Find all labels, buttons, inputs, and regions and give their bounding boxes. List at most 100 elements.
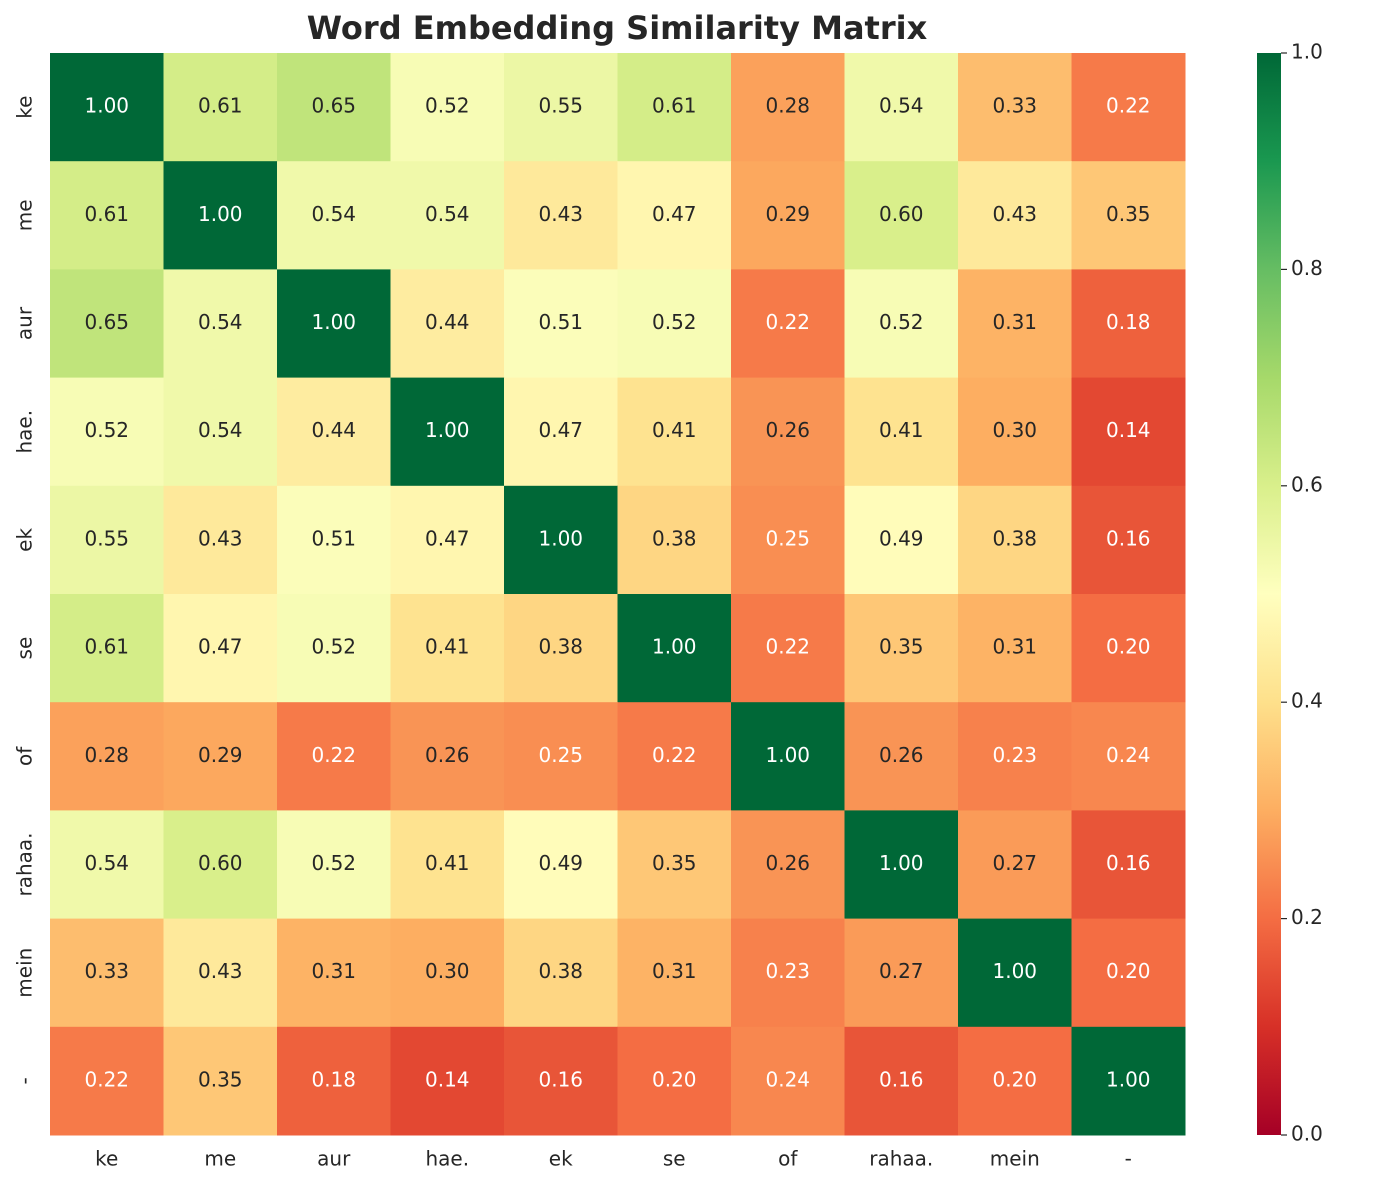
heatmap-cell [277,918,391,1028]
colorbar-tick-label: 0.8 [1291,256,1323,280]
heatmap-cell [617,269,732,379]
cell-label: 0.61 [84,202,129,226]
heatmap-cell [163,161,278,270]
cell-label: 0.38 [652,526,697,550]
x-tick-label: rahaa. [869,1147,933,1171]
cell-label: 0.28 [84,743,129,767]
cell-label: 1.00 [879,851,924,875]
x-tick-label: ek [549,1147,573,1171]
heatmap-cell [390,269,505,379]
heatmap-cell [844,1026,959,1136]
heatmap-cell [958,1026,1072,1136]
cell-label: 0.18 [311,1067,356,1091]
cell-label: 0.22 [84,1067,129,1091]
heatmap-cell [390,485,505,595]
heatmap-cell [504,269,618,379]
cell-label: 0.22 [1106,94,1151,118]
heatmap-cell [1071,918,1186,1028]
heatmap-cell [163,594,278,703]
cell-label: 0.41 [652,418,697,442]
cell-label: 0.26 [765,851,810,875]
cell-label: 0.38 [538,635,583,659]
cell-label: 0.54 [198,418,243,442]
cell-label: 0.20 [652,1067,697,1091]
cell-label: 0.20 [1106,959,1151,983]
heatmap-cell [50,485,164,595]
y-tick-label: ke [13,96,37,119]
heatmap-cell [731,918,845,1028]
heatmap-cell [163,53,278,162]
y-tick-label: mein [13,948,37,998]
heatmap-cell [163,269,278,379]
cell-label: 0.41 [425,851,470,875]
cell-label: 0.38 [538,959,583,983]
colorbar-tick-label: 0.6 [1291,472,1323,496]
heatmap-cell [277,269,391,379]
heatmap-cell [277,161,391,270]
heatmap-cell [390,810,505,920]
cell-label: 0.22 [311,743,356,767]
cell-label: 0.24 [1106,743,1151,767]
heatmap-cell [390,702,505,811]
cell-label: 0.41 [425,635,470,659]
cell-label: 0.38 [992,526,1037,550]
cell-label: 0.52 [879,310,924,334]
heatmap-cell [1071,594,1186,703]
heatmap-cell [277,810,391,920]
y-tick-label: hae. [13,410,37,454]
cell-label: 0.61 [198,94,243,118]
heatmap-cell [504,702,618,811]
cell-label: 0.16 [1106,851,1151,875]
heatmap-cell [844,269,959,379]
heatmap-cell [844,594,959,703]
heatmap-cell [958,161,1072,270]
heatmap-cell [617,702,732,811]
heatmap-cell [163,810,278,920]
heatmap-cell [1071,1026,1186,1136]
heatmap-cell [50,702,164,811]
cell-label: 0.61 [84,635,129,659]
heatmap-cell [617,161,732,270]
cell-label: 0.51 [538,310,583,334]
y-tick-label: of [13,746,37,766]
heatmap-cell [617,1026,732,1136]
y-tick-label: me [13,199,37,231]
heatmap-cell [390,377,505,487]
cell-label: 0.25 [538,743,583,767]
cell-label: 0.14 [425,1067,470,1091]
heatmap-cell [844,485,959,595]
heatmap-cell [504,1026,618,1136]
heatmap-cell [1071,485,1186,595]
heatmap-cell [1071,702,1186,811]
cell-label: 0.35 [879,635,924,659]
colorbar [1257,53,1281,1135]
cell-label: 0.54 [879,94,924,118]
x-tick-label: me [204,1147,236,1171]
cell-label: 0.52 [311,851,356,875]
cell-label: 1.00 [992,959,1037,983]
heatmap-cell [504,594,618,703]
cell-label: 0.22 [765,310,810,334]
heatmap-cell [731,269,845,379]
heatmap-cell [277,702,391,811]
cell-label: 0.14 [1106,418,1151,442]
cell-label: 0.44 [425,310,470,334]
heatmap-cell [50,1026,164,1136]
chart-title: Word Embedding Similarity Matrix [307,9,928,47]
cell-label: 0.35 [198,1067,243,1091]
cell-label: 1.00 [538,526,583,550]
y-tick-label: - [13,1077,37,1084]
heatmap-cell [958,377,1072,487]
cell-label: 0.31 [992,635,1037,659]
heatmap-cell [163,918,278,1028]
cell-label: 0.47 [652,202,697,226]
heatmap-cell [958,269,1072,379]
cell-label: 0.55 [538,94,583,118]
heatmap-cell [958,702,1072,811]
heatmap-cell [504,161,618,270]
cell-label: 0.16 [879,1067,924,1091]
heatmap-cell [277,485,391,595]
y-tick-label: se [13,637,37,660]
heatmap-cell [50,269,164,379]
